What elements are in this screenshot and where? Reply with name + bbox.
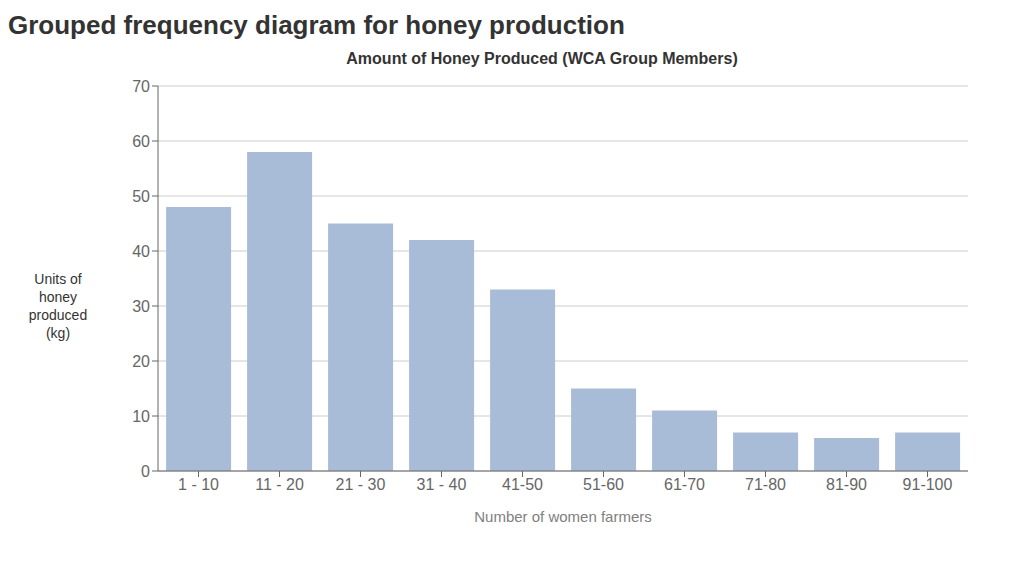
svg-text:1 - 10: 1 - 10 — [178, 476, 219, 493]
html-text:produced: produced — [28, 307, 88, 323]
html-text:(kg): (kg) — [45, 325, 71, 341]
svg-text:70: 70 — [132, 78, 150, 95]
html-text:Grouped frequency diagram for: Grouped frequency diagram for honey prod… — [8, 10, 625, 40]
svg-text:0: 0 — [141, 463, 150, 480]
svg-text:61-70: 61-70 — [664, 476, 705, 493]
svg-text:50: 50 — [132, 188, 150, 205]
svg-text:30: 30 — [132, 298, 150, 315]
html-text:honey: honey — [38, 289, 78, 305]
svg-text:Number of women farmers: Number of women farmers — [474, 508, 652, 525]
svg-text:31 - 40: 31 - 40 — [417, 476, 467, 493]
svg-text:10: 10 — [132, 408, 150, 425]
svg-text:60: 60 — [132, 133, 150, 150]
svg-text:81-90: 81-90 — [826, 476, 867, 493]
html-text:Amount of Honey Produced (WCA: Amount of Honey Produced (WCA Group Memb… — [346, 50, 738, 67]
svg-text:11 - 20: 11 - 20 — [255, 476, 304, 493]
svg-text:40: 40 — [132, 243, 150, 260]
svg-text:91-100: 91-100 — [903, 476, 953, 493]
html-text:Units of: Units of — [34, 271, 82, 287]
svg-text:20: 20 — [132, 353, 150, 370]
svg-text:71-80: 71-80 — [745, 476, 786, 493]
svg-text:21 - 30: 21 - 30 — [336, 476, 386, 493]
svg-text:51-60: 51-60 — [583, 476, 624, 493]
svg-text:41-50: 41-50 — [502, 476, 543, 493]
